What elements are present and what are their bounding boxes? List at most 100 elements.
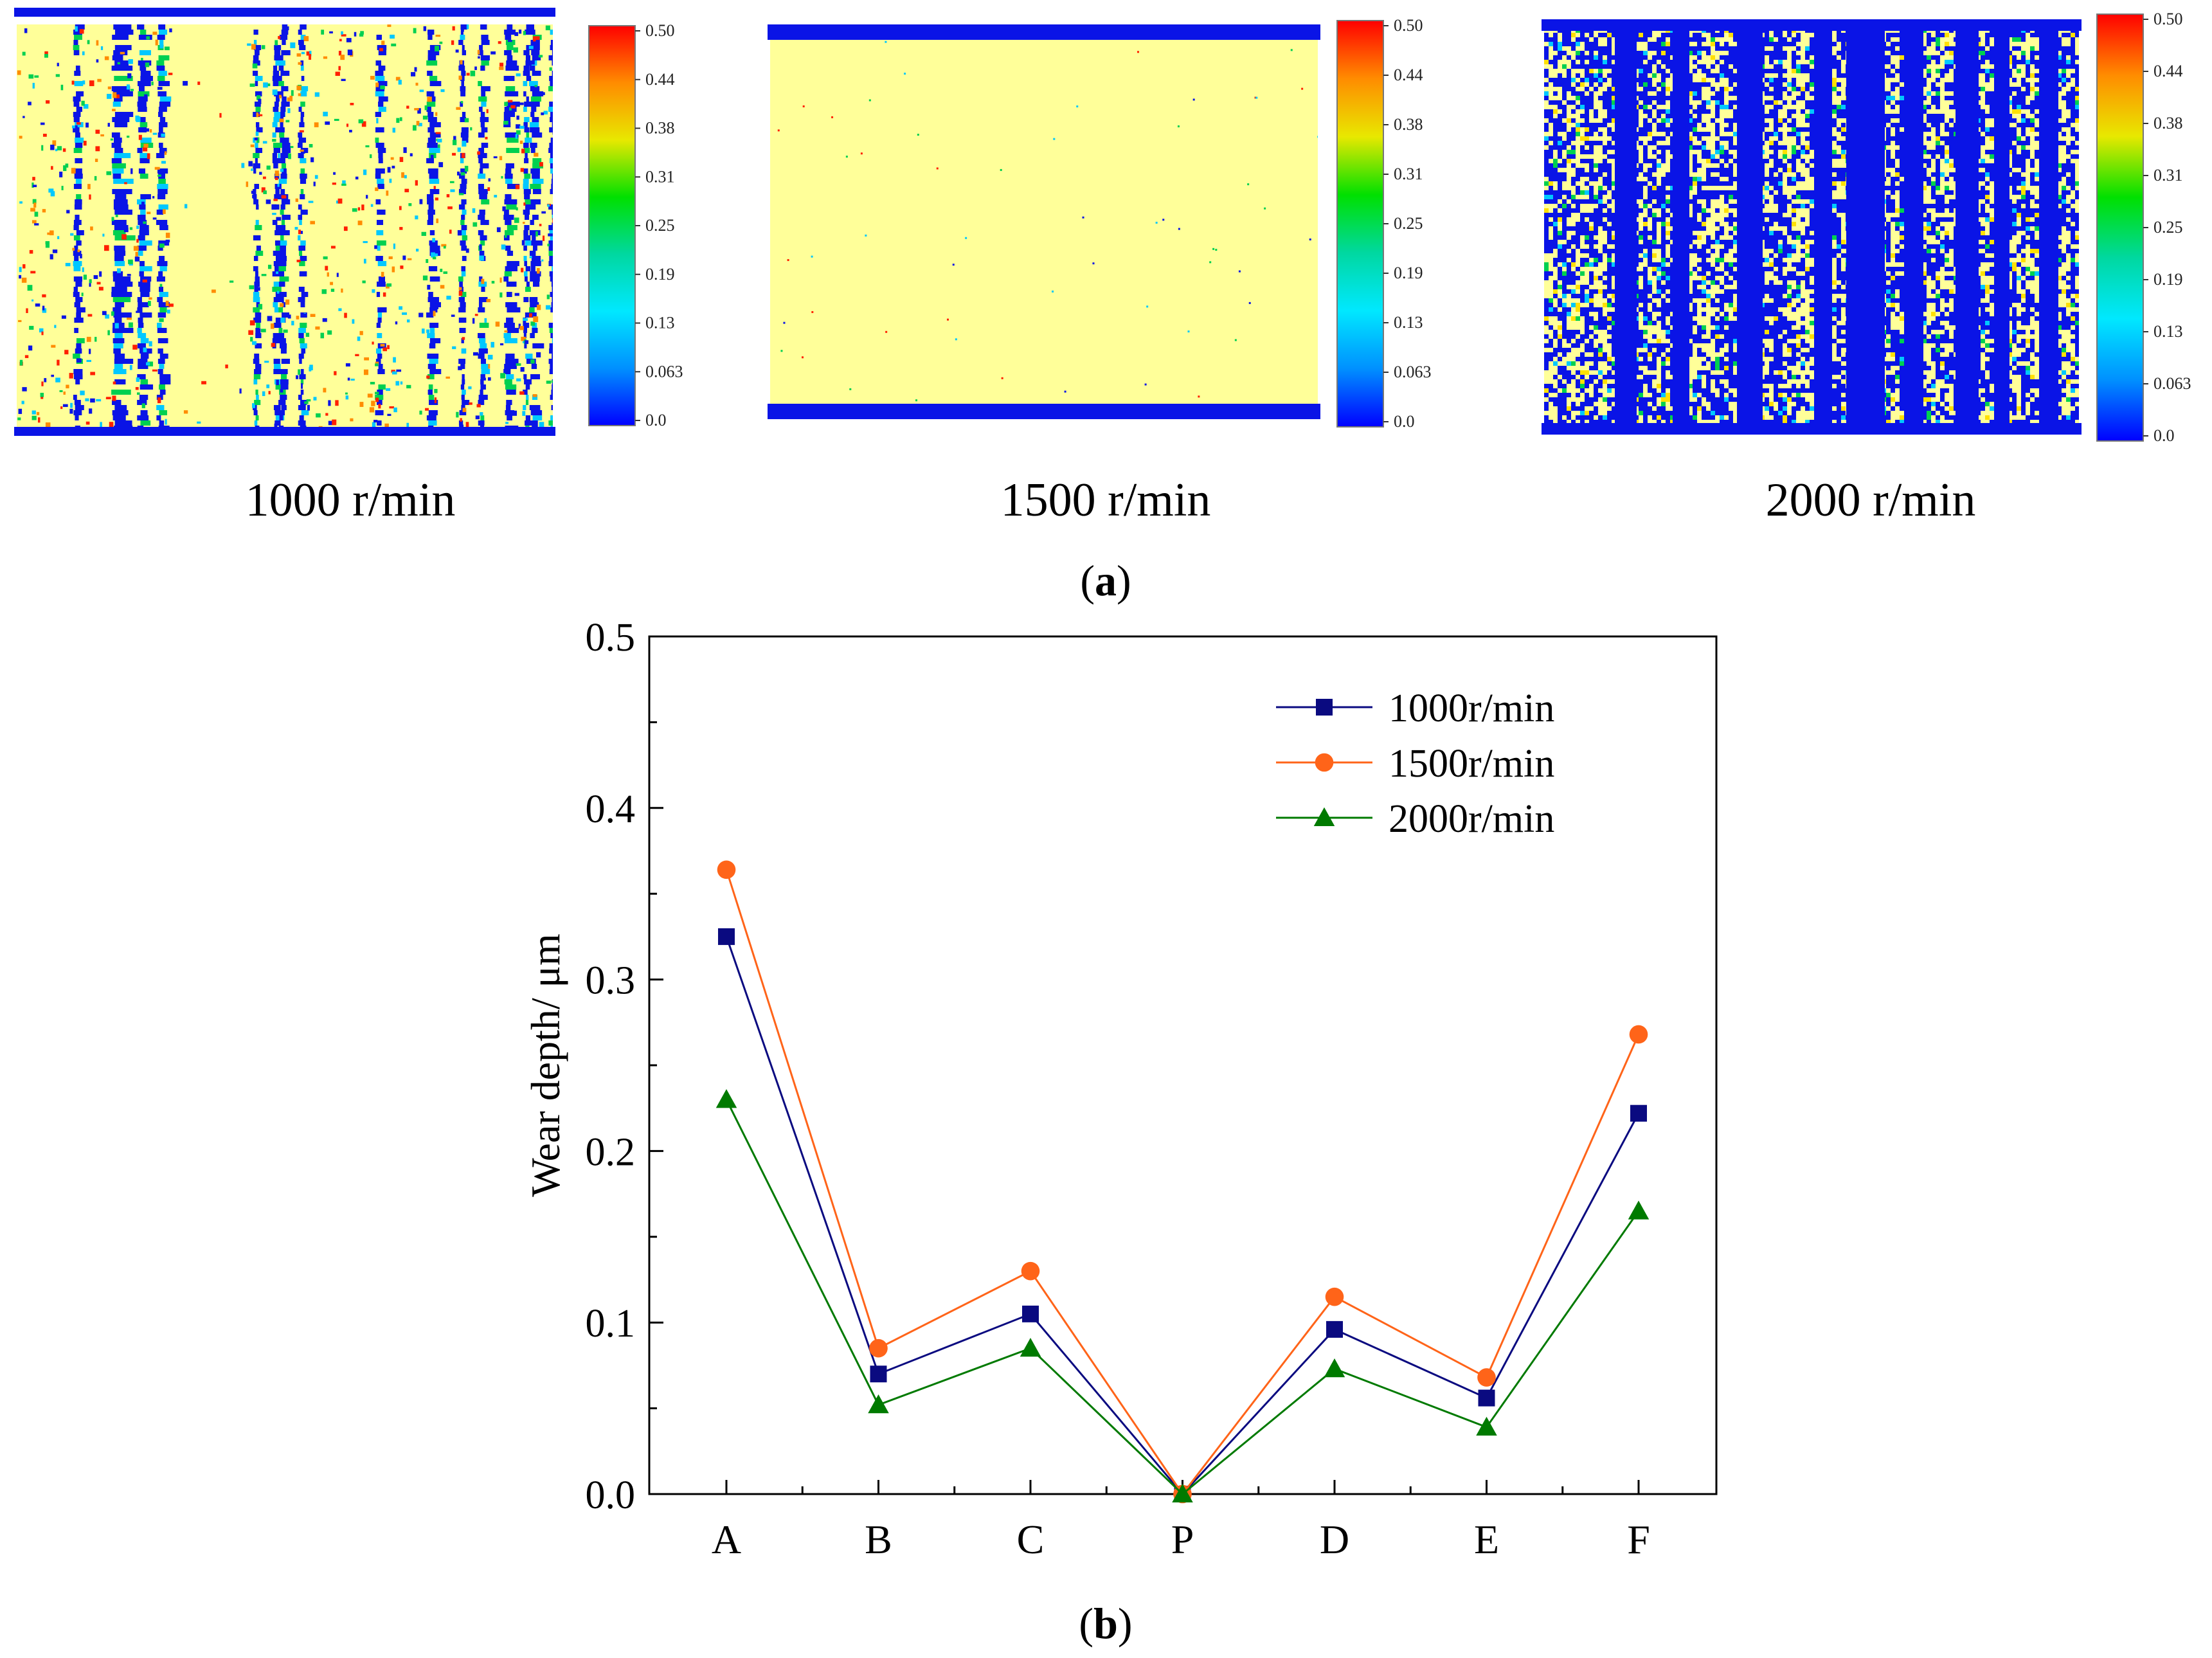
colorbar-tick-label: 0.44: [2154, 62, 2183, 80]
colorbar: [2096, 14, 2144, 442]
data-point: [1630, 1104, 1647, 1122]
data-point: [715, 1089, 737, 1108]
series-layer: [715, 860, 1650, 1504]
series-1500r-min: [717, 860, 1648, 1504]
panel-a-label-letter: a: [1095, 556, 1117, 605]
legend-marker: [1316, 699, 1333, 716]
colorbar-tick-label: 0.0: [645, 411, 667, 429]
y-axis: 0.0 0.1 0.2 0.3 0.4 0.5: [586, 616, 663, 1517]
colorbar: [1336, 20, 1384, 428]
colorbar-tick-label: 0.50: [1394, 16, 1423, 35]
panel-a-label-open: (: [1080, 556, 1095, 605]
x-tick-label: C: [1017, 1517, 1045, 1562]
data-point: [1022, 1305, 1039, 1322]
colorbar-tick-label: 0.38: [1394, 115, 1423, 134]
wear-map-caption: 2000 r/min: [1766, 474, 1976, 527]
panel-b-label-letter: b: [1093, 1599, 1118, 1648]
wear-map-3: 0.50 0.44 0.38 0.31 0.25 0.19 0.13 0.063 0.0 2000…: [1542, 10, 2191, 527]
colorbar-tick-label: 0.19: [645, 265, 675, 284]
colorbar-tick-label: 0.31: [645, 167, 675, 186]
colorbar-tick-label: 0.50: [645, 21, 675, 40]
wear-map-1: 0.50 0.44 0.38 0.31 0.25 0.19 0.13 0.063 0.0 1000…: [14, 8, 683, 527]
colorbar-tick-label: 0.063: [2154, 374, 2191, 393]
colorbar-tick-label: 0.38: [2154, 114, 2183, 132]
x-tick-label: E: [1474, 1517, 1499, 1562]
colorbar-tick-label: 0.25: [1394, 214, 1423, 233]
colorbar-tick-label: 0.13: [2154, 322, 2183, 341]
data-point: [868, 1394, 889, 1414]
data-point: [717, 860, 736, 879]
x-tick-label: F: [1627, 1517, 1650, 1562]
colorbar-tick-label: 0.25: [645, 216, 675, 235]
x-tick-label: P: [1171, 1517, 1194, 1562]
y-tick-label: 0.2: [586, 1130, 636, 1174]
colorbar-tick-label: 0.063: [645, 362, 683, 381]
wear-map-texture: [17, 24, 553, 428]
data-point: [718, 928, 735, 945]
colorbar-tick-label: 0.0: [2154, 426, 2175, 445]
colorbar-tick-label: 0.44: [645, 70, 675, 89]
legend-marker: [1315, 753, 1334, 772]
data-point: [1628, 1200, 1650, 1220]
series-line: [725, 936, 1640, 1496]
wear-map-caption: 1500 r/min: [1001, 474, 1211, 527]
colorbar-tick-label: 0.31: [1394, 165, 1423, 183]
colorbar: [588, 25, 636, 426]
colorbar-tick-label: 0.31: [2154, 166, 2183, 185]
colorbar-tick-label: 0.13: [1394, 313, 1423, 332]
data-point: [869, 1338, 888, 1358]
data-point: [1324, 1358, 1345, 1378]
y-tick-label: 0.0: [586, 1473, 636, 1517]
wear-map-band-bottom: [768, 404, 1320, 419]
wear-map-band-top: [1542, 19, 2082, 31]
data-point: [1478, 1389, 1495, 1407]
colorbar-tick-label: 0.50: [2154, 10, 2183, 28]
panel-b-wear-depth-chart: 0.0 0.1 0.2 0.3 0.4 0.5 A B C P D E F Wear depth/ μ…: [523, 616, 1718, 1562]
data-point: [1172, 1483, 1193, 1502]
y-tick-label: 0.5: [586, 616, 636, 660]
x-tick-label: D: [1320, 1517, 1349, 1562]
data-point: [1326, 1320, 1343, 1338]
data-point: [1476, 1416, 1497, 1436]
data-point: [1020, 1337, 1041, 1357]
colorbar-tick-label: 0.063: [1394, 363, 1432, 381]
panel-b-label: (b): [1079, 1599, 1132, 1648]
wear-map-texture: [1544, 19, 2079, 435]
series-1000r-min: [718, 928, 1647, 1502]
legend-label: 2000r/min: [1389, 797, 1554, 841]
y-tick-label: 0.1: [586, 1302, 636, 1346]
colorbar-tick-label: 0.19: [1394, 264, 1423, 282]
colorbar-tick-label: 0.38: [645, 119, 675, 138]
y-tick-label: 0.3: [586, 959, 636, 1003]
data-point: [870, 1365, 887, 1383]
series-line: [725, 869, 1640, 1496]
colorbar-tick-label: 0.13: [645, 314, 675, 332]
wear-map-band-top: [768, 24, 1320, 40]
x-tick-label: B: [865, 1517, 892, 1562]
legend-marker: [1313, 807, 1335, 826]
data-point: [1021, 1261, 1040, 1281]
colorbar-tick-label: 0.25: [2154, 218, 2183, 237]
wear-map-band-bottom: [1542, 423, 2082, 435]
panel-a-label-close: ): [1117, 556, 1131, 605]
wear-map-caption: 1000 r/min: [246, 474, 456, 527]
legend-label: 1000r/min: [1389, 687, 1554, 730]
colorbar-tick-label: 0.44: [1394, 66, 1423, 84]
legend: 1000r/min 1500r/min 2000r/min: [1276, 687, 1554, 841]
y-tick-label: 0.4: [586, 788, 636, 831]
colorbar-tick-label: 0.0: [1394, 412, 1415, 431]
data-point: [1477, 1368, 1496, 1387]
colorbar-tick-label: 0.19: [2154, 270, 2183, 289]
series-2000r-min: [715, 1089, 1650, 1502]
data-point: [1325, 1287, 1344, 1306]
wear-map-band-bottom: [14, 427, 555, 436]
x-tick-label: A: [712, 1517, 741, 1562]
data-point: [1629, 1025, 1648, 1044]
wear-map-band-top: [14, 8, 555, 17]
wear-map-background: [770, 24, 1318, 418]
legend-label: 1500r/min: [1389, 742, 1554, 786]
series-line: [725, 1099, 1640, 1496]
wear-map-2: 0.50 0.44 0.38 0.31 0.25 0.19 0.13 0.063 0.0 1500…: [768, 16, 1432, 527]
